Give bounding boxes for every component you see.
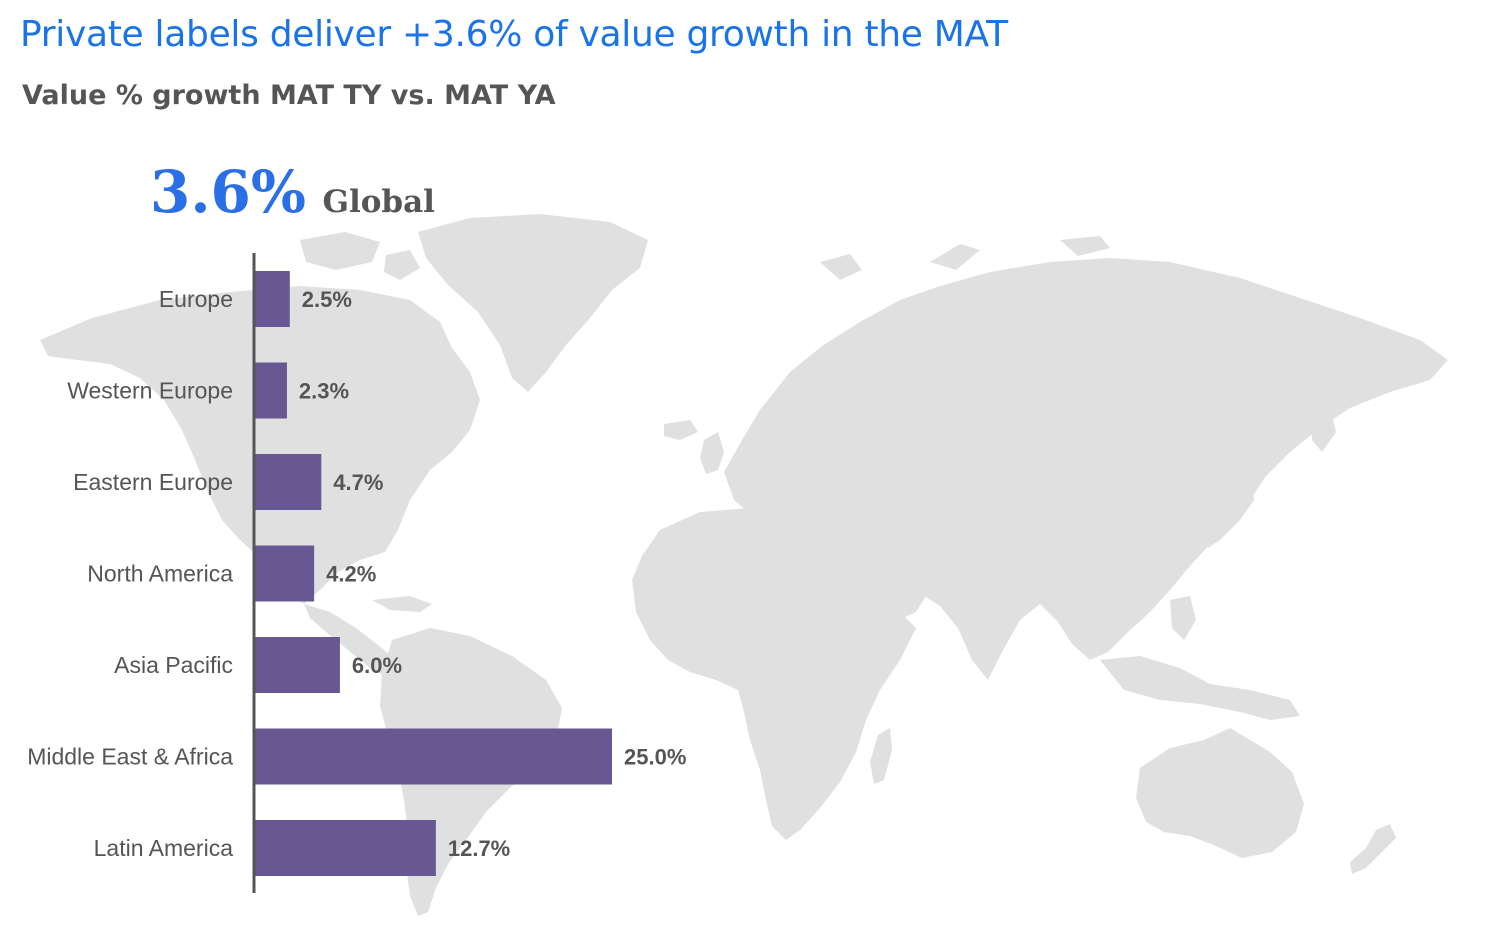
value-label-5: 25.0% — [624, 745, 686, 770]
value-label-1: 2.3% — [299, 379, 349, 404]
chart-subtitle: Value % growth MAT TY vs. MAT YA — [22, 80, 556, 111]
bar-1 — [254, 362, 287, 419]
category-label-6: Latin America — [94, 835, 234, 861]
global-label: Global — [322, 184, 435, 220]
bar-6 — [254, 820, 436, 876]
bar-0 — [254, 271, 290, 327]
bar-5 — [254, 728, 612, 785]
value-label-2: 4.7% — [333, 470, 383, 495]
category-label-0: Europe — [159, 286, 233, 312]
value-label-6: 12.7% — [448, 836, 510, 861]
global-summary: 3.6% Global — [150, 158, 435, 226]
value-label-4: 6.0% — [352, 653, 402, 678]
category-label-2: Eastern Europe — [73, 469, 233, 495]
bar-3 — [254, 545, 315, 602]
category-label-4: Asia Pacific — [114, 652, 233, 678]
category-label-1: Western Europe — [67, 378, 233, 404]
value-label-3: 4.2% — [326, 562, 376, 587]
category-label-5: Middle East & Africa — [27, 744, 233, 770]
category-label-3: North America — [87, 561, 233, 587]
bars-layer: Europe 2.5% Western Europe 2.3% Eastern Euro… — [27, 271, 686, 876]
bar-4 — [254, 637, 340, 693]
value-label-0: 2.5% — [302, 287, 352, 312]
global-value: 3.6% — [150, 158, 307, 226]
chart-title: Private labels deliver +3.6% of value gr… — [20, 14, 1008, 55]
bar-2 — [254, 454, 322, 510]
